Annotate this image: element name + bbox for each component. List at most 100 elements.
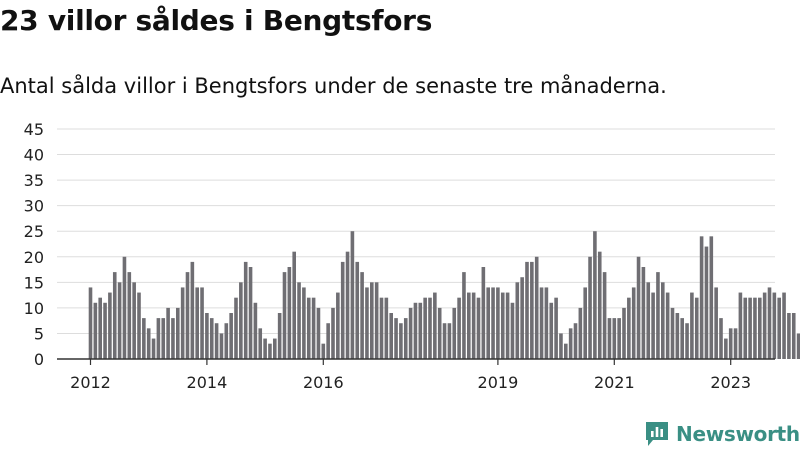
- bar: [534, 256, 539, 359]
- bar: [428, 297, 432, 359]
- bar: [98, 297, 102, 359]
- bar: [452, 307, 457, 359]
- bar: [321, 343, 326, 359]
- bar: [297, 282, 301, 359]
- bar: [282, 272, 287, 359]
- bar: [277, 313, 282, 359]
- bar: [340, 261, 345, 359]
- bar: [219, 333, 224, 359]
- bar: [248, 267, 253, 359]
- bar: [680, 318, 684, 359]
- bar: [743, 297, 748, 359]
- chart-subtitle: Antal sålda villor i Bengtsfors under de…: [0, 74, 667, 98]
- bar: [268, 343, 272, 359]
- bar: [724, 338, 728, 359]
- bar: [447, 323, 452, 359]
- bar: [588, 256, 592, 359]
- bar: [258, 328, 263, 359]
- bar: [360, 272, 364, 359]
- bar: [782, 292, 786, 359]
- bar: [670, 307, 675, 359]
- bar: [151, 338, 156, 359]
- bar: [675, 313, 680, 359]
- bar: [733, 328, 738, 359]
- bar: [597, 251, 602, 359]
- bar: [627, 297, 631, 359]
- bar: [399, 323, 403, 359]
- bar: [476, 297, 481, 359]
- bar: [622, 307, 626, 359]
- bar: [471, 292, 476, 359]
- bar: [403, 318, 408, 359]
- bar: [758, 297, 762, 359]
- bar: [694, 297, 699, 359]
- y-tick-label: 5: [34, 324, 44, 343]
- bar: [433, 292, 437, 359]
- bar: [190, 261, 195, 359]
- y-axis-labels: 0 5 10 15 20 25 30 35 40 45: [24, 120, 44, 369]
- bar: [88, 287, 93, 359]
- bar: [146, 328, 151, 359]
- bar: [379, 297, 384, 359]
- bar: [253, 302, 258, 359]
- bar: [166, 307, 170, 359]
- bar: [641, 267, 646, 359]
- bar: [161, 318, 166, 359]
- bar: [243, 261, 248, 359]
- bar: [263, 338, 267, 359]
- newsworthy-logo: Newsworthy: [644, 420, 800, 448]
- y-tick-label: 15: [24, 273, 44, 292]
- bar: [311, 297, 316, 359]
- bar: [127, 272, 132, 359]
- bar: [500, 292, 505, 359]
- bar: [656, 272, 660, 359]
- bar: [515, 282, 520, 359]
- bar: [549, 302, 554, 359]
- bar: [142, 318, 146, 359]
- bar: [602, 272, 607, 359]
- bar: [690, 292, 694, 359]
- bar: [665, 292, 670, 359]
- bar: [132, 282, 136, 359]
- bar: [326, 323, 330, 359]
- bar: [709, 236, 714, 359]
- bar: [137, 292, 141, 359]
- y-tick-label: 0: [34, 350, 44, 369]
- bar: [767, 287, 772, 359]
- x-tick-label: 2014: [187, 373, 228, 392]
- bar: [234, 297, 238, 359]
- bar: [796, 333, 800, 359]
- bar: [636, 256, 641, 359]
- bar: [365, 287, 369, 359]
- bar: [772, 292, 777, 359]
- bar: [467, 292, 471, 359]
- x-tick-label: 2016: [303, 373, 344, 392]
- bar: [306, 297, 311, 359]
- newsworthy-logo-icon: [646, 422, 668, 446]
- bar: [122, 256, 127, 359]
- bar: [568, 328, 573, 359]
- bar: [384, 297, 389, 359]
- bar: [573, 323, 578, 359]
- bar: [457, 297, 461, 359]
- bar: [714, 287, 718, 359]
- bar: [612, 318, 617, 359]
- bar: [195, 287, 199, 359]
- bar: [292, 251, 296, 359]
- bar: [738, 292, 743, 359]
- bar: [559, 333, 563, 359]
- y-tick-label: 35: [24, 171, 44, 190]
- y-tick-label: 25: [24, 222, 44, 241]
- bar: [239, 282, 243, 359]
- bar: [302, 287, 306, 359]
- bar: [510, 302, 515, 359]
- bar: [777, 297, 781, 359]
- y-tick-label: 10: [24, 299, 44, 318]
- y-tick-label: 45: [24, 120, 44, 139]
- bar: [719, 318, 723, 359]
- bar: [224, 323, 229, 359]
- bar: [336, 292, 340, 359]
- bar: [505, 292, 510, 359]
- bar: [389, 313, 393, 359]
- bar: [408, 307, 413, 359]
